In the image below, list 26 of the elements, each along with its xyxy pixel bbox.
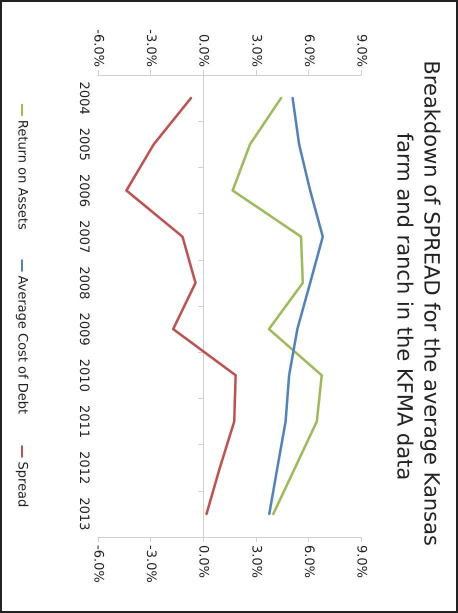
x-tick-label: -6.0%	[90, 545, 106, 583]
y-tick-label: 2007	[76, 220, 91, 254]
x-tick-label: 0.0%	[196, 545, 211, 578]
x-tick-label: -3.0%	[143, 545, 158, 583]
x-tick-label: 3.0%	[248, 545, 264, 578]
y-tick-label: 2012	[76, 451, 91, 484]
y-tick-label: 2004	[76, 82, 91, 115]
legend-label: Average Cost of Debt	[14, 276, 30, 414]
x-tick-label: 9.0%	[354, 545, 368, 578]
x2-tick-label: -6.0%	[90, 29, 106, 67]
y-tick-label: 2011	[76, 404, 91, 438]
y-tick-label: 2009	[76, 312, 91, 346]
y-tick-label: 2010	[76, 358, 91, 392]
legend-label: Spread	[14, 462, 30, 508]
y-tick-label: 2005	[76, 128, 91, 161]
text: Breakdown of SPREAD for the average Kansas farm and ranch in the KFMA data	[392, 60, 444, 553]
x-tick-label: 6.0%	[300, 545, 316, 578]
x2-tick-label: -3.0%	[143, 29, 158, 67]
y-tick-label: 2013	[76, 497, 91, 530]
x2-tick-label: 9.0%	[354, 34, 368, 67]
y-tick-label: 2006	[76, 174, 91, 208]
y-tick-label: 2008	[76, 266, 91, 300]
legend-label: Return on Assets	[14, 120, 30, 230]
x2-tick-label: 3.0%	[248, 34, 264, 67]
x2-tick-label: 0.0%	[196, 34, 211, 67]
x2-tick-label: 6.0%	[300, 34, 316, 67]
